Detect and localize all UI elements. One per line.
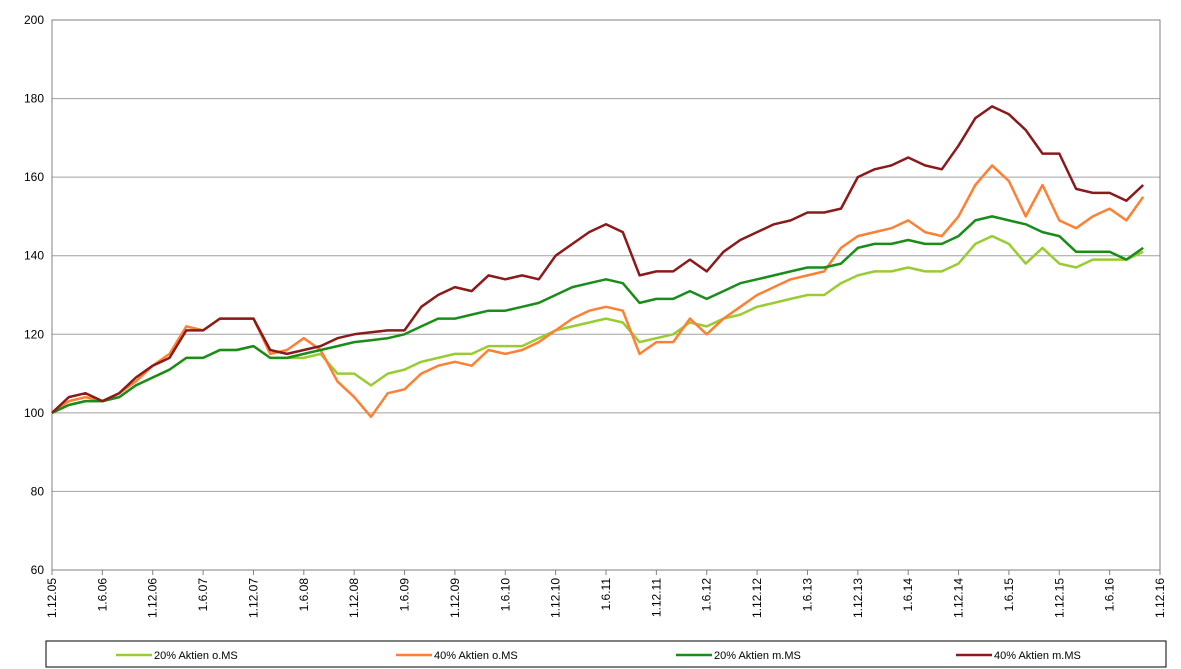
x-tick-label: 1.6.10 xyxy=(498,578,512,612)
y-tick-label: 60 xyxy=(31,563,45,577)
series-line xyxy=(51,234,1144,415)
x-tick-label: 1.12.09 xyxy=(448,578,462,618)
x-tick-label: 1.6.07 xyxy=(196,578,210,612)
x-tick-label: 1.6.15 xyxy=(1002,578,1016,612)
x-tick-label: 1.6.09 xyxy=(398,578,412,612)
x-tick-label: 1.12.11 xyxy=(649,578,663,617)
legend-label: 20% Aktien o.MS xyxy=(154,650,238,662)
x-tick-label: 1.12.16 xyxy=(1153,578,1167,618)
y-tick-label: 200 xyxy=(24,13,44,27)
legend: 20% Aktien o.MS 40% Aktien o.MS 20% Aktien… xyxy=(45,640,1167,668)
x-tick-label: 1.12.12 xyxy=(750,578,764,618)
series-line xyxy=(51,164,1145,419)
x-tick-label: 1.12.06 xyxy=(146,578,160,618)
y-tick-label: 100 xyxy=(24,406,44,420)
x-tick-label: 1.12.15 xyxy=(1052,578,1066,618)
x-tick-label: 1.6.13 xyxy=(800,578,814,612)
legend-label: 20% Aktien m.MS xyxy=(714,650,801,662)
y-tick-label: 180 xyxy=(24,92,44,106)
x-tick-label: 1.6.08 xyxy=(297,578,311,612)
series-line xyxy=(51,105,1145,414)
x-tick-label: 1.6.14 xyxy=(901,578,915,612)
x-tick-label: 1.12.10 xyxy=(549,578,563,618)
plot-border xyxy=(51,19,1161,571)
legend-label: 40% Aktien m.MS xyxy=(994,650,1081,662)
x-tick-label: 1.6.06 xyxy=(95,578,109,612)
y-tick-label: 80 xyxy=(31,484,45,498)
x-tick-label: 1.12.08 xyxy=(347,578,361,618)
series-line xyxy=(51,215,1144,415)
legend-label: 40% Aktien o.MS xyxy=(434,650,518,662)
y-tick-label: 140 xyxy=(24,249,44,263)
x-tick-label: 1.12.13 xyxy=(851,578,865,618)
x-tick-label: 1.6.11 xyxy=(599,578,613,611)
x-tick-label: 1.6.16 xyxy=(1103,578,1117,612)
x-tick-label: 1.12.07 xyxy=(246,578,260,618)
x-tick-label: 1.6.12 xyxy=(700,578,714,612)
y-tick-label: 120 xyxy=(24,327,44,341)
x-tick-label: 1.12.05 xyxy=(45,578,59,618)
y-tick-label: 160 xyxy=(24,170,44,184)
x-tick-label: 1.12.14 xyxy=(952,578,966,618)
